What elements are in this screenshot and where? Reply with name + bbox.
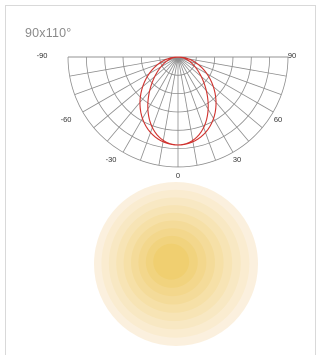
polar-spoke	[93, 56, 179, 129]
polar-spoke	[69, 56, 179, 77]
polar-spoke	[177, 56, 216, 161]
polar-spoke	[140, 56, 179, 161]
polar-spoke	[177, 56, 234, 153]
polar-grid	[67, 56, 289, 168]
tick-label-right-60: 60	[274, 115, 282, 124]
polar-spoke	[177, 56, 282, 95]
polar-spoke	[177, 56, 198, 166]
polar-spoke	[177, 56, 263, 129]
distribution-curve-c90	[147, 56, 209, 146]
polar-spoke	[106, 56, 179, 142]
light-distribution-curves	[139, 56, 217, 146]
tick-label-zero: 0	[176, 171, 180, 180]
light-spot	[94, 182, 258, 346]
polar-spoke	[122, 56, 179, 153]
tick-label-right-90: 90	[288, 51, 296, 60]
tick-label-left-30: -30	[106, 155, 117, 164]
polar-spoke	[74, 56, 179, 95]
tick-label-right-30: 30	[233, 155, 241, 164]
polar-spoke	[177, 56, 287, 77]
polar-tick-labels: -90 90 -60 60 -30 30 0	[37, 51, 297, 180]
tick-label-left-60: -60	[61, 115, 72, 124]
light-spot-ring	[153, 243, 190, 280]
beam-angle-label: 90x110°	[25, 26, 72, 40]
tick-label-left-90: -90	[37, 51, 48, 60]
polar-spoke	[158, 56, 179, 166]
polar-spoke	[177, 56, 250, 142]
